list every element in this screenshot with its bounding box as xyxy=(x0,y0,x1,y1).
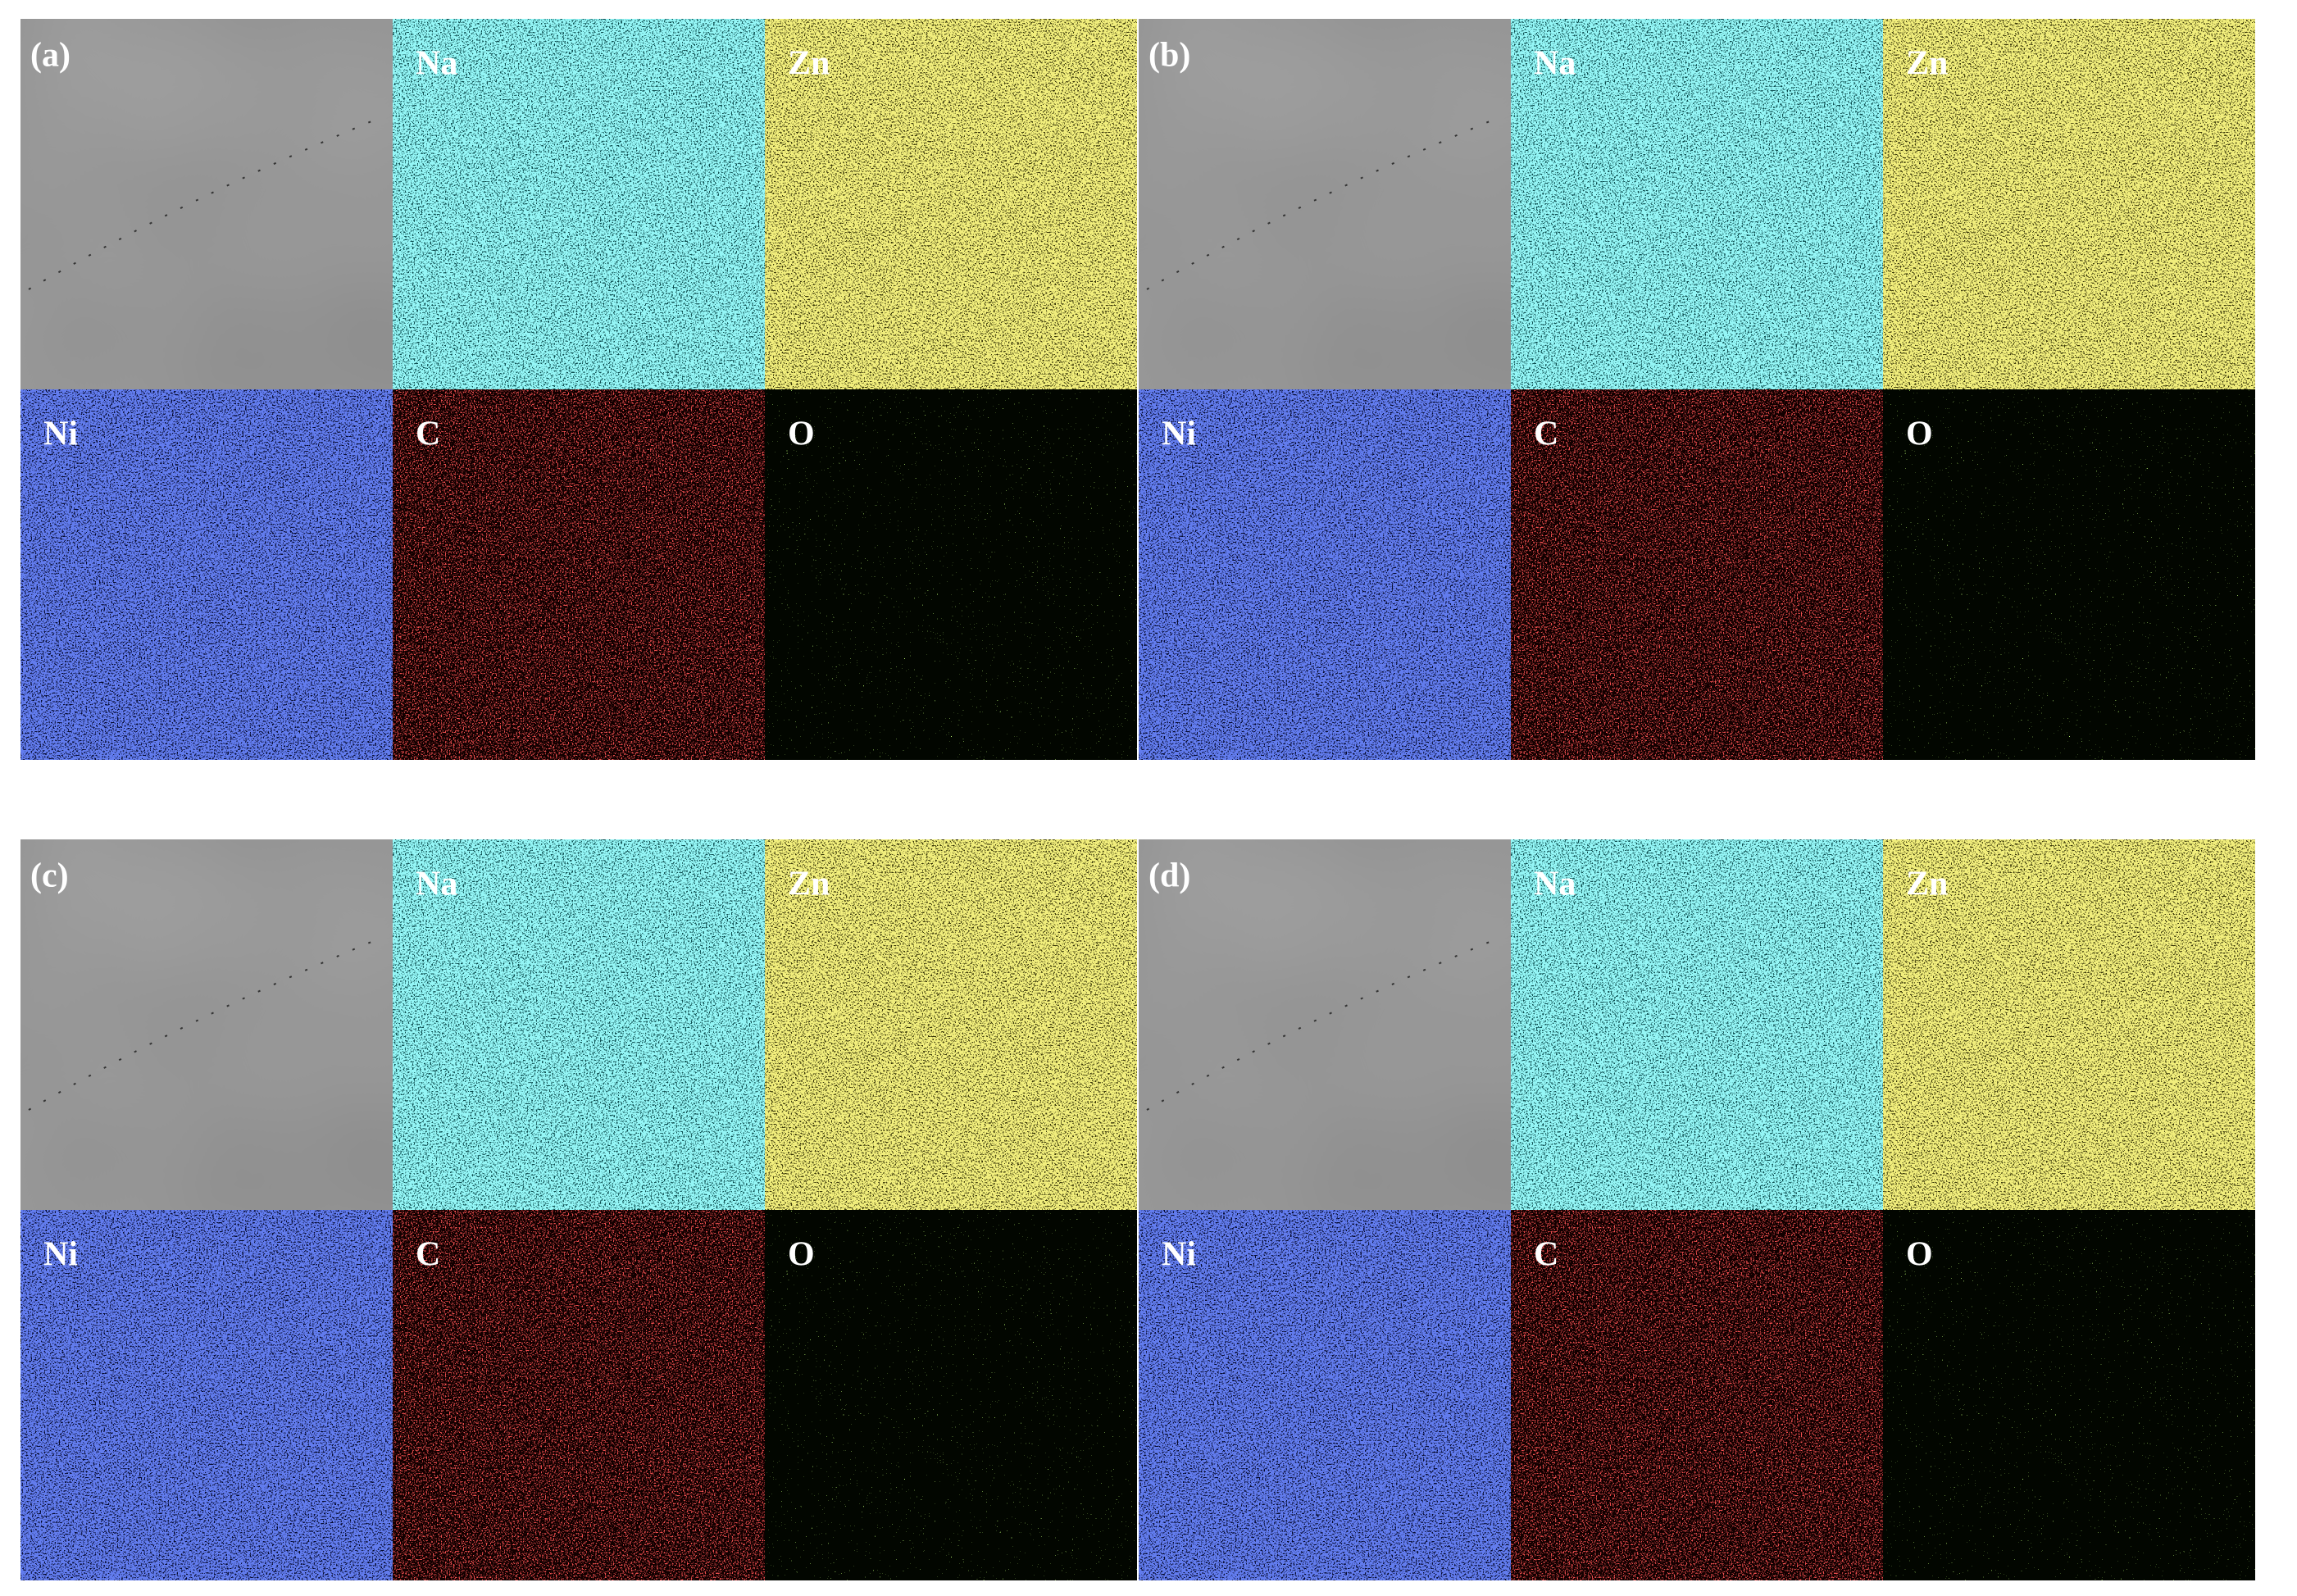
tile-texture xyxy=(765,839,1137,1210)
element-map: Ni xyxy=(20,1210,393,1580)
element-label: O xyxy=(788,416,815,453)
element-label: Ni xyxy=(43,416,78,453)
element-label: Zn xyxy=(1906,45,1948,83)
tile-texture xyxy=(1511,839,1883,1210)
element-label: C xyxy=(416,416,440,453)
panel-label: (b) xyxy=(1148,37,1190,75)
element-map: Zn xyxy=(1883,839,2255,1210)
element-label: C xyxy=(416,1236,440,1274)
element-label: Ni xyxy=(43,1236,78,1274)
element-label: O xyxy=(1906,1236,1933,1274)
panel: (a) Na Zn Ni C O xyxy=(20,19,1137,760)
element-map: Ni xyxy=(1139,1210,1511,1580)
element-label: O xyxy=(1906,416,1933,453)
tile-texture xyxy=(765,19,1137,389)
tile-texture xyxy=(20,19,393,389)
tile-texture xyxy=(1883,19,2255,389)
element-map: C xyxy=(1511,389,1883,760)
tile-texture xyxy=(1139,389,1511,760)
tile-texture xyxy=(1511,1210,1883,1580)
tile-texture xyxy=(765,389,1137,760)
element-map: C xyxy=(393,389,765,760)
tile-texture xyxy=(393,839,765,1210)
element-map: O xyxy=(1883,1210,2255,1580)
tile-texture xyxy=(1139,19,1511,389)
tile-texture xyxy=(20,839,393,1210)
element-label: O xyxy=(788,1236,815,1274)
tile-texture xyxy=(1511,19,1883,389)
tile-texture xyxy=(1883,389,2255,760)
tile-texture xyxy=(765,1210,1137,1580)
element-map: Ni xyxy=(20,389,393,760)
element-label: Na xyxy=(1534,45,1576,83)
element-label: C xyxy=(1534,416,1558,453)
element-label: Na xyxy=(416,866,457,903)
element-map: Ni xyxy=(1139,389,1511,760)
element-label: Zn xyxy=(788,45,830,83)
sem-image: (a) xyxy=(20,19,393,389)
element-label: Zn xyxy=(788,866,830,903)
tile-texture xyxy=(1139,1210,1511,1580)
tile-texture xyxy=(393,389,765,760)
element-label: Ni xyxy=(1162,1236,1196,1274)
element-label: Ni xyxy=(1162,416,1196,453)
sem-image: (b) xyxy=(1139,19,1511,389)
element-map: O xyxy=(765,389,1137,760)
element-map: Zn xyxy=(1883,19,2255,389)
panel-label: (d) xyxy=(1148,857,1190,895)
element-map: C xyxy=(393,1210,765,1580)
tile-texture xyxy=(1139,839,1511,1210)
tile-texture xyxy=(1883,839,2255,1210)
tile-texture xyxy=(393,1210,765,1580)
element-map: Na xyxy=(1511,839,1883,1210)
panel: (b) Na Zn Ni C O xyxy=(1139,19,2255,760)
element-label: C xyxy=(1534,1236,1558,1274)
panel: (d) Na Zn Ni C O xyxy=(1139,839,2255,1580)
element-map: Zn xyxy=(765,19,1137,389)
panel: (c) Na Zn Ni C O xyxy=(20,839,1137,1580)
tile-texture xyxy=(393,19,765,389)
element-label: Na xyxy=(416,45,457,83)
element-map: Na xyxy=(393,839,765,1210)
sem-image: (d) xyxy=(1139,839,1511,1210)
element-map: Na xyxy=(393,19,765,389)
sem-image: (c) xyxy=(20,839,393,1210)
element-map: Na xyxy=(1511,19,1883,389)
tile-texture xyxy=(1511,389,1883,760)
panel-label: (a) xyxy=(30,37,71,75)
element-map: Zn xyxy=(765,839,1137,1210)
tile-texture xyxy=(20,1210,393,1580)
element-map: O xyxy=(765,1210,1137,1580)
tile-texture xyxy=(1883,1210,2255,1580)
tile-texture xyxy=(20,389,393,760)
element-label: Zn xyxy=(1906,866,1948,903)
element-label: Na xyxy=(1534,866,1576,903)
element-map: C xyxy=(1511,1210,1883,1580)
element-map: O xyxy=(1883,389,2255,760)
panel-label: (c) xyxy=(30,857,69,895)
